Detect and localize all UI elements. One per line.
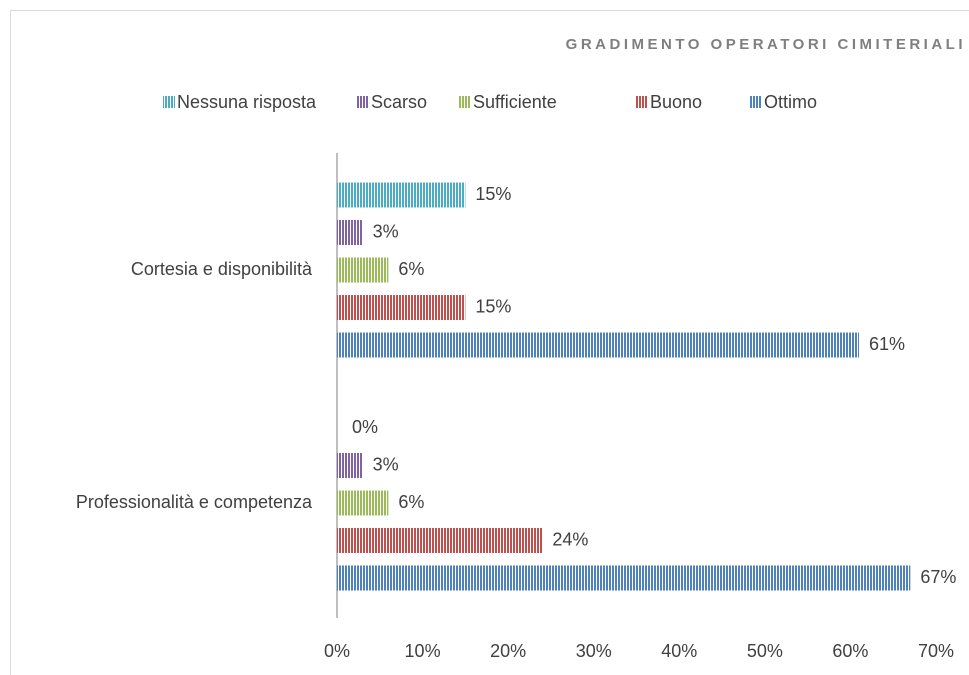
legend-label: Nessuna risposta <box>177 92 317 112</box>
chart-title: GRADIMENTO OPERATORI CIMITERIALI <box>566 36 966 53</box>
data-label: 6% <box>398 492 424 512</box>
data-label: 24% <box>552 529 588 549</box>
bar <box>337 257 389 283</box>
legend-label: Scarso <box>371 92 427 112</box>
legend-swatch <box>357 96 369 108</box>
bar <box>337 220 363 245</box>
data-label: 67% <box>920 567 956 587</box>
data-label: 6% <box>398 259 424 279</box>
legend-swatch <box>636 96 648 108</box>
legend-label: Ottimo <box>764 92 817 112</box>
bar <box>337 295 466 320</box>
x-tick-label: 0% <box>324 641 350 661</box>
x-tick-label: 70% <box>918 641 954 661</box>
y-tick-label: Cortesia e disponibilità <box>131 259 313 279</box>
x-tick-label: 10% <box>405 641 441 661</box>
x-tick-label: 40% <box>661 641 697 661</box>
bar <box>337 528 543 553</box>
data-label: 3% <box>373 221 399 241</box>
y-tick-label: Professionalità e competenza <box>76 492 313 512</box>
bar <box>337 565 911 591</box>
data-label: 15% <box>475 296 511 316</box>
legend-swatch <box>163 96 175 108</box>
legend-swatch <box>750 96 762 108</box>
data-label: 0% <box>352 417 378 437</box>
data-label: 61% <box>869 334 905 354</box>
legend-label: Buono <box>650 92 702 112</box>
x-tick-label: 30% <box>576 641 612 661</box>
chart-border <box>10 10 969 675</box>
x-tick-label: 50% <box>747 641 783 661</box>
x-tick-label: 60% <box>832 641 868 661</box>
data-label: 3% <box>373 454 399 474</box>
bar <box>337 490 389 516</box>
legend-swatch <box>459 96 471 108</box>
legend-label: Sufficiente <box>473 92 557 112</box>
bar <box>337 182 466 208</box>
bar <box>337 453 363 478</box>
x-tick-label: 20% <box>490 641 526 661</box>
data-label: 15% <box>475 184 511 204</box>
bar <box>337 332 859 358</box>
